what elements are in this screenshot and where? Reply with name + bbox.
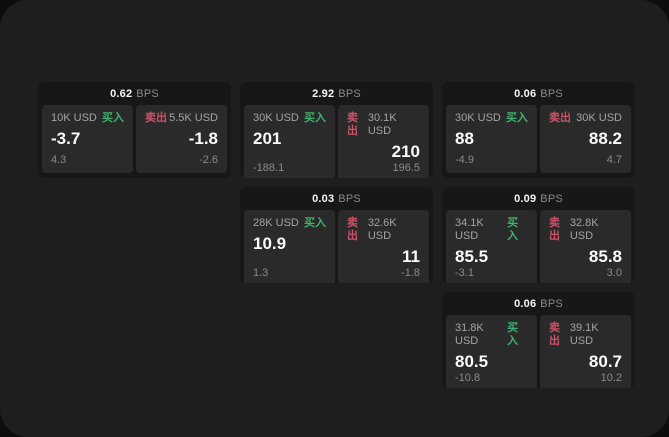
buy-label: 买入 [102,112,124,124]
sell-change: -2.6 [199,154,218,166]
buy-change: -10.8 [455,372,481,384]
buy-size: 28K USD [253,217,299,229]
sell-price: 11 [402,247,420,266]
sell-price: 80.7 [588,352,622,371]
buy-price: -3.7 [51,129,81,148]
quote-card: 0.03 BPS 28K USD 买入 10.9 1.3 卖出 [240,187,433,283]
card-header: 2.92 BPS [240,82,433,105]
sell-panel[interactable]: 卖出 32.6K USD 11 -1.8 [338,210,429,283]
card-header: 0.62 BPS [38,82,231,105]
sell-panel[interactable]: 卖出 30K USD 88.2 4.7 [540,105,631,173]
bps-unit: BPS [540,297,563,310]
sell-size: 32.8K USD [569,217,599,242]
panel-row: 10K USD 买入 -3.7 4.3 卖出 5.5K USD -1.8 -2.… [42,105,227,173]
bps-value: 0.06 [514,87,537,100]
buy-change: -188.1 [253,162,285,174]
sell-panel[interactable]: 卖出 32.8K USD 85.8 3.0 [540,210,631,283]
buy-panel[interactable]: 31.8K USD 买入 80.5 -10.8 [446,315,537,388]
buy-change: -4.9 [455,154,474,166]
quote-card: 0.09 BPS 34.1K USD 买入 85.5 -3.1 卖出 [442,187,635,283]
buy-label: 买入 [304,217,326,229]
panel-row: 34.1K USD 买入 85.5 -3.1 卖出 32.8K USD 85.8… [446,210,631,283]
buy-change: -3.1 [455,267,474,279]
buy-panel[interactable]: 34.1K USD 买入 85.5 -3.1 [446,210,537,283]
sell-label: 卖出 [549,112,571,124]
buy-size: 31.8K USD [455,322,484,347]
sell-change: 10.2 [600,372,622,384]
quote-card: 2.92 BPS 30K USD 买入 201 -188.1 卖出 [240,82,433,178]
sell-price: -1.8 [188,129,218,148]
buy-price: 85.5 [455,247,489,266]
buy-panel[interactable]: 30K USD 买入 201 -188.1 [244,105,335,178]
sell-label: 卖出 [347,112,358,137]
buy-size: 30K USD [455,112,501,124]
bps-value: 0.62 [110,87,133,100]
buy-panel[interactable]: 10K USD 买入 -3.7 4.3 [42,105,133,173]
quote-card: 0.06 BPS 30K USD 买入 88 -4.9 卖出 [442,82,635,178]
sell-size: 30K USD [576,112,622,124]
sell-change: 196.5 [392,162,420,174]
bps-value: 0.06 [514,297,537,310]
buy-change: 1.3 [253,267,269,279]
sell-size: 39.1K USD [569,322,599,347]
buy-label: 买入 [507,322,519,347]
sell-change: 4.7 [606,154,622,166]
buy-label: 买入 [304,112,326,124]
sell-size: 5.5K USD [169,112,218,124]
panel-row: 31.8K USD 买入 80.5 -10.8 卖出 39.1K USD 80.… [446,315,631,388]
card-header: 0.06 BPS [442,292,635,315]
sell-change: 3.0 [606,267,622,279]
sell-label: 卖出 [145,112,167,124]
sell-panel[interactable]: 卖出 5.5K USD -1.8 -2.6 [136,105,227,173]
buy-size: 30K USD [253,112,299,124]
quote-grid: 0.62 BPS 10K USD 买入 -3.7 4.3 卖出 [38,82,635,388]
buy-label: 买入 [506,112,528,124]
sell-size: 30.1K USD [367,112,397,137]
buy-panel[interactable]: 30K USD 买入 88 -4.9 [446,105,537,173]
sell-price: 210 [391,142,420,161]
buy-change: 4.3 [51,154,67,166]
bps-unit: BPS [338,87,361,100]
buy-price: 201 [253,129,282,148]
quote-card: 0.62 BPS 10K USD 买入 -3.7 4.3 卖出 [38,82,231,178]
quote-card: 0.06 BPS 31.8K USD 买入 80.5 -10.8 卖 [442,292,635,388]
buy-price: 80.5 [455,352,489,371]
bps-unit: BPS [540,192,563,205]
panel-row: 28K USD 买入 10.9 1.3 卖出 32.6K USD 11 -1.8 [244,210,429,283]
bps-value: 2.92 [312,87,335,100]
buy-size: 34.1K USD [455,217,484,242]
buy-panel[interactable]: 28K USD 买入 10.9 1.3 [244,210,335,283]
sell-label: 卖出 [347,217,358,242]
card-header: 0.03 BPS [240,187,433,210]
sell-change: -1.8 [401,267,420,279]
bps-unit: BPS [540,87,563,100]
buy-price: 10.9 [253,234,287,253]
bps-value: 0.03 [312,192,335,205]
sell-price: 85.8 [588,247,622,266]
sell-label: 卖出 [549,322,560,347]
buy-label: 买入 [507,217,519,242]
sell-label: 卖出 [549,217,560,242]
panel-row: 30K USD 买入 201 -188.1 卖出 30.1K USD 210 1… [244,105,429,178]
sell-size: 32.6K USD [367,217,397,242]
bps-value: 0.09 [514,192,537,205]
card-header: 0.06 BPS [442,82,635,105]
sell-panel[interactable]: 卖出 30.1K USD 210 196.5 [338,105,429,178]
sell-panel[interactable]: 卖出 39.1K USD 80.7 10.2 [540,315,631,388]
bps-unit: BPS [338,192,361,205]
buy-size: 10K USD [51,112,97,124]
sell-price: 88.2 [588,129,622,148]
panel-row: 30K USD 买入 88 -4.9 卖出 30K USD 88.2 4.7 [446,105,631,173]
bps-unit: BPS [136,87,159,100]
buy-price: 88 [455,129,474,148]
card-header: 0.09 BPS [442,187,635,210]
